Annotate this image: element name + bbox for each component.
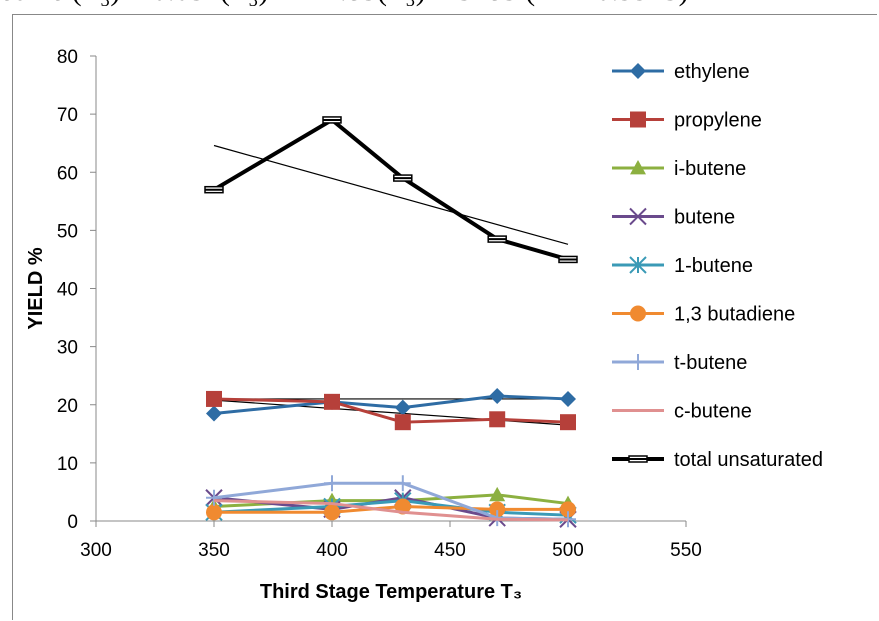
legend-entry: butene (612, 207, 735, 229)
legend-label: i-butene (674, 158, 746, 180)
data-point (629, 256, 647, 274)
data-point (394, 414, 411, 431)
legend-entry: 1,3 butadiene (612, 304, 795, 326)
series-1-3-butadiene (206, 498, 576, 521)
x-axis-title: Third Stage Temperature T₃ (260, 581, 522, 603)
data-point (560, 501, 576, 518)
y-tick-label: 20 (57, 396, 78, 417)
y-tick-label: 80 (57, 47, 78, 68)
legend-entry: i-butene (612, 158, 746, 180)
data-point (324, 475, 340, 492)
x-tick-label: 350 (198, 540, 230, 561)
x-tick-label: 450 (434, 540, 466, 561)
trendlines (213, 144, 569, 426)
legend-label: 1-butene (674, 255, 753, 277)
data-point (630, 354, 646, 370)
data-point (489, 486, 506, 502)
legend-entry: propylene (612, 110, 762, 132)
data-point (630, 160, 646, 175)
y-tick-label: 40 (57, 280, 78, 301)
legend-entry: t-butene (612, 352, 747, 374)
legend-entry: c-butene (612, 401, 752, 423)
data-point (560, 414, 576, 431)
equation-caption: ed 4e (T₃) = 0.057(T₃)² + 24.85(T₃) − 34… (0, 0, 879, 14)
chart-frame (12, 14, 877, 620)
legend: ethylene propylene i-butene butene 1-butene 1… (612, 61, 823, 471)
legend-label: c-butene (674, 401, 752, 423)
legend-label: total unsaturated (674, 449, 823, 471)
y-tick-label: 70 (57, 105, 78, 126)
data-point (489, 411, 506, 428)
x-tick-label: 500 (552, 540, 584, 561)
data-point (206, 504, 222, 521)
series-lines (204, 116, 578, 528)
x-tick-label: 300 (80, 540, 112, 561)
y-axis-title: YIELD % (25, 247, 47, 329)
data-point (630, 63, 646, 79)
legend-entry: ethylene (612, 61, 750, 83)
y-tick-label: 60 (57, 163, 78, 184)
data-point (206, 390, 222, 407)
legend-label: butene (674, 207, 735, 229)
legend-label: propylene (674, 110, 762, 132)
data-point (630, 111, 646, 128)
y-tick-label: 10 (57, 454, 78, 475)
data-point (629, 207, 647, 226)
data-point (630, 305, 646, 322)
series-line (213, 397, 569, 424)
series-propylene (206, 390, 576, 431)
legend-entry: 1-butene (612, 255, 753, 277)
series-line (212, 117, 569, 262)
legend-label: 1,3 butadiene (674, 304, 795, 326)
legend-label: ethylene (674, 61, 750, 83)
y-tick-label: 30 (57, 338, 78, 359)
data-point (206, 489, 222, 506)
series-total-unsaturated (204, 116, 578, 264)
data-point (324, 393, 340, 410)
y-tick-label: 50 (57, 221, 78, 242)
data-point (394, 399, 411, 416)
data-point (394, 475, 411, 492)
data-point (560, 390, 576, 407)
legend-entry: total unsaturated (612, 449, 823, 471)
series-ethylene (206, 388, 576, 422)
data-point (324, 504, 340, 521)
trendline (213, 144, 569, 245)
y-tick-label: 0 (67, 512, 78, 533)
series-line (213, 499, 569, 522)
legend-label: t-butene (674, 352, 747, 374)
series-c-butene (213, 499, 569, 522)
x-tick-label: 550 (670, 540, 702, 561)
data-point (489, 388, 506, 405)
axes: 300 350 400 450 500 550 0 10 20 30 40 50 60 70 80 (57, 47, 702, 561)
data-point (489, 501, 506, 518)
data-point (206, 405, 222, 422)
x-tick-label: 400 (316, 540, 348, 561)
